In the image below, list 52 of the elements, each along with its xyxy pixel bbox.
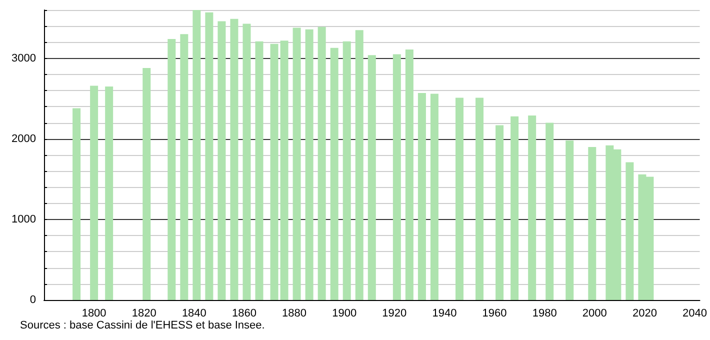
y-tick-label: 0 bbox=[30, 294, 36, 306]
bar bbox=[305, 29, 314, 300]
bar bbox=[218, 21, 226, 300]
x-tick-label: 1920 bbox=[382, 308, 407, 320]
bar bbox=[405, 49, 414, 300]
y-tick-label: 1000 bbox=[12, 213, 36, 226]
bar bbox=[105, 86, 114, 300]
bar bbox=[588, 146, 596, 300]
bar bbox=[72, 108, 81, 300]
bar bbox=[476, 98, 484, 300]
x-tick-label: 1880 bbox=[282, 308, 307, 320]
x-tick-label: 1860 bbox=[232, 308, 256, 320]
bar bbox=[626, 162, 634, 300]
bar bbox=[455, 98, 464, 300]
x-tick-label: 1980 bbox=[532, 308, 557, 320]
bar bbox=[355, 30, 364, 300]
x-tick-label: 2020 bbox=[632, 308, 657, 320]
bar bbox=[168, 39, 176, 300]
bar bbox=[318, 26, 326, 300]
bar bbox=[496, 125, 504, 300]
bar bbox=[368, 55, 376, 300]
bar bbox=[330, 48, 338, 300]
bar bbox=[430, 94, 438, 300]
bar bbox=[192, 10, 201, 300]
bar bbox=[242, 24, 251, 300]
bar bbox=[292, 28, 301, 300]
bar bbox=[392, 54, 401, 300]
bar bbox=[566, 140, 574, 300]
x-tick-label: 1940 bbox=[432, 308, 457, 320]
bar bbox=[142, 68, 151, 300]
bar bbox=[230, 18, 238, 300]
x-tick-label: 1900 bbox=[332, 308, 357, 320]
bar bbox=[280, 40, 288, 300]
bar bbox=[510, 116, 519, 300]
y-tick-label: 3000 bbox=[12, 52, 36, 64]
bar bbox=[418, 92, 426, 300]
y-tick-label: 2000 bbox=[12, 132, 36, 145]
bar bbox=[205, 12, 214, 300]
bar bbox=[255, 41, 264, 300]
x-tick-label: 1840 bbox=[182, 308, 206, 320]
source-note: Sources : base Cassini de l'EHESS et base Insee. bbox=[20, 320, 265, 332]
x-tick-label: 2040 bbox=[682, 308, 708, 320]
bar bbox=[270, 44, 278, 300]
x-tick-label: 1960 bbox=[482, 308, 507, 320]
x-tick-label: 2000 bbox=[582, 308, 607, 320]
bar bbox=[90, 86, 98, 300]
bar bbox=[342, 41, 351, 300]
bar bbox=[180, 34, 188, 300]
x-tick-label: 1800 bbox=[82, 308, 106, 320]
x-tick-label: 1820 bbox=[132, 308, 156, 320]
bar bbox=[546, 122, 554, 300]
bar bbox=[528, 116, 536, 300]
